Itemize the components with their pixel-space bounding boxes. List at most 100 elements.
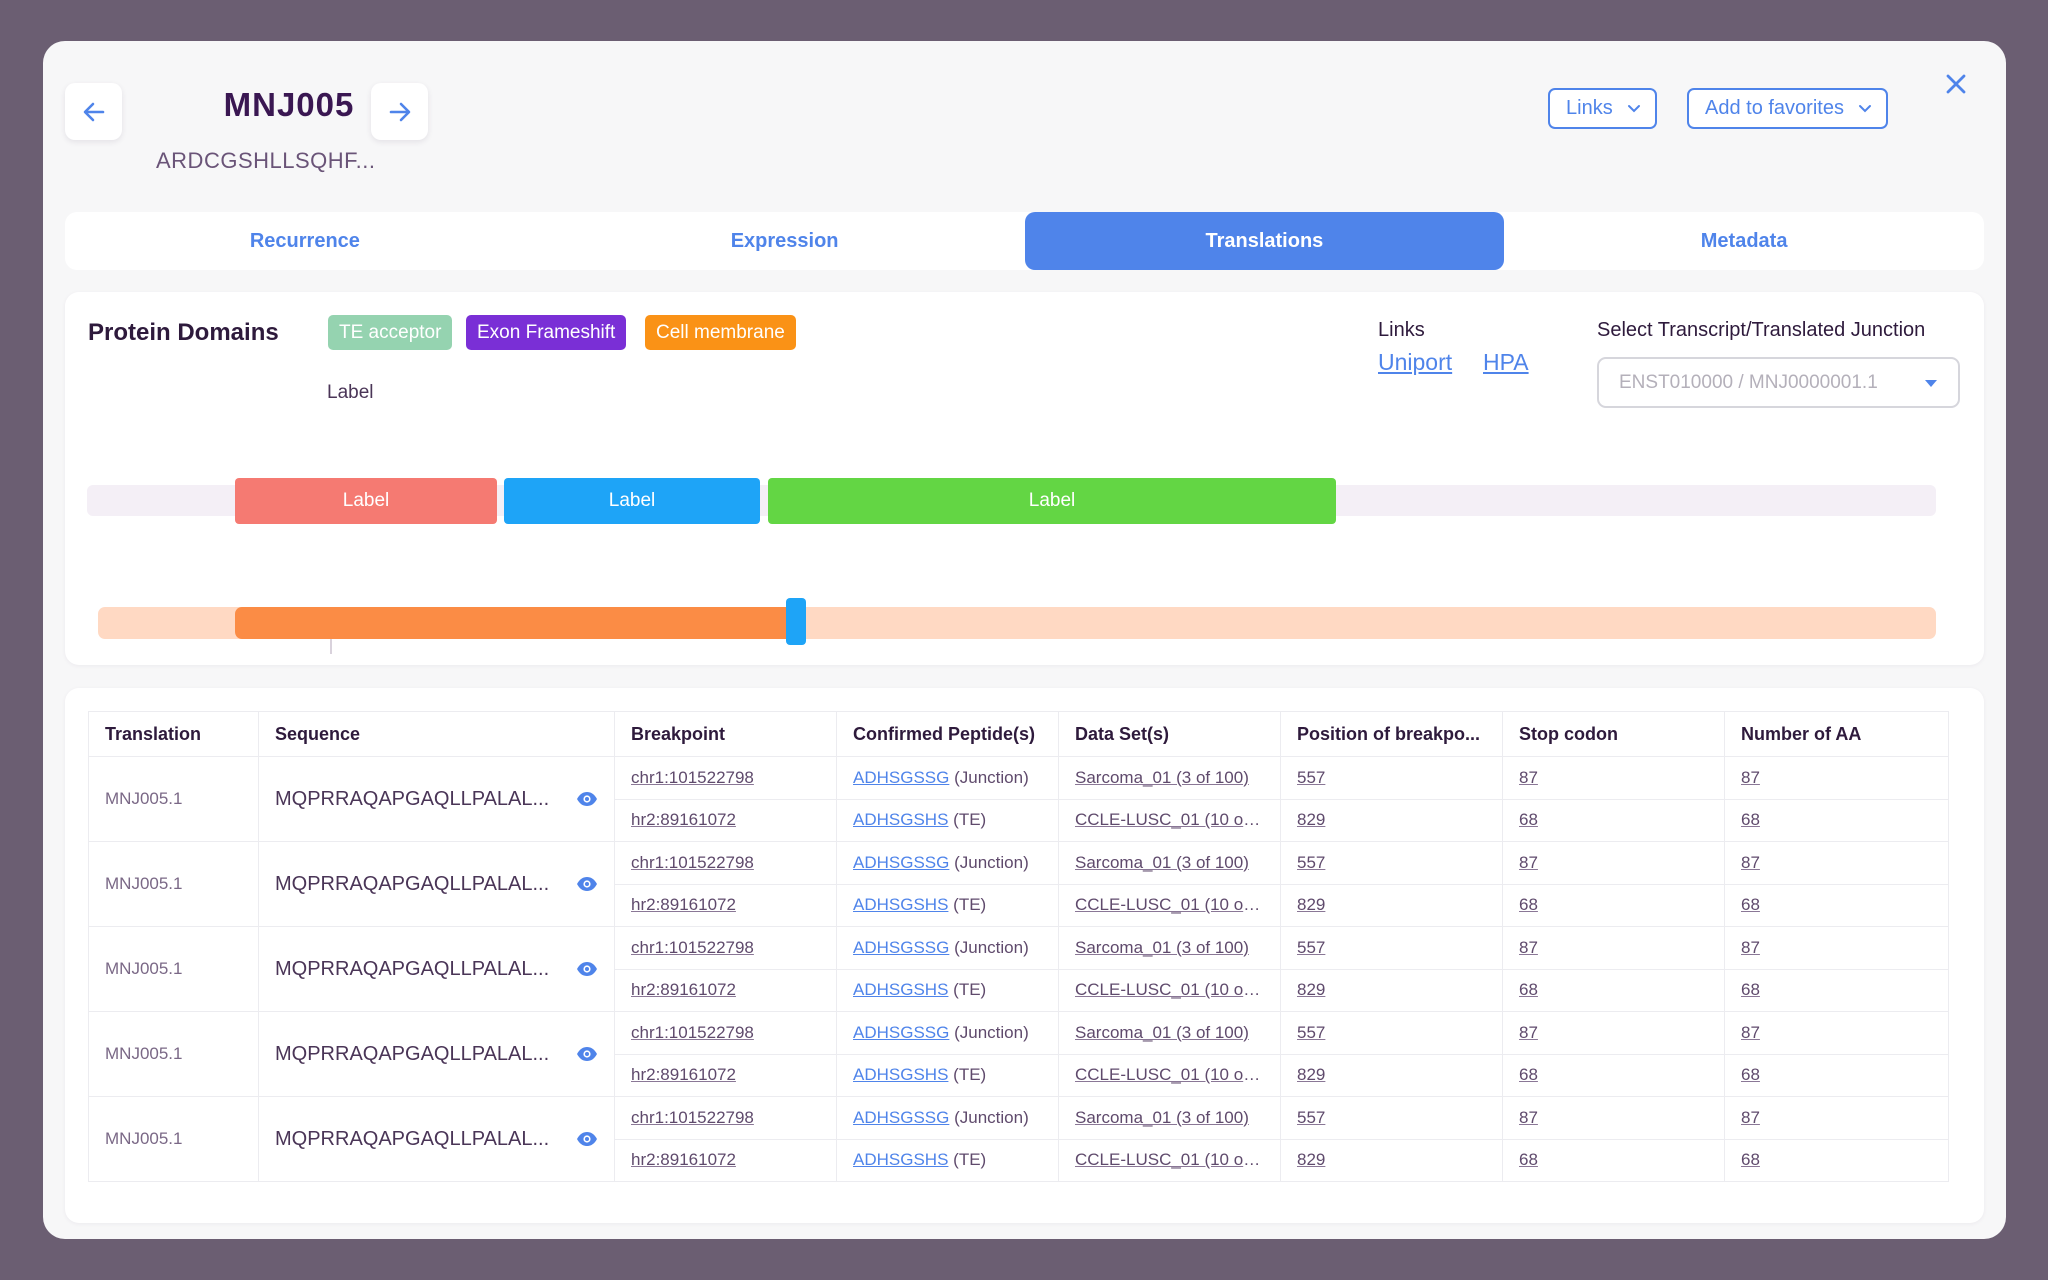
- table-row[interactable]: MNJ005.1 MQPRRAQAPGAQLLPALAL... chr1:10152…: [88, 1011, 1949, 1097]
- position-cell[interactable]: 557: [1280, 926, 1503, 970]
- stop-codon-cell[interactable]: 87: [1502, 926, 1725, 970]
- tab-recurrence[interactable]: Recurrence: [249, 229, 360, 252]
- stop-codon-cell[interactable]: 87: [1502, 1011, 1725, 1055]
- breakpoint-cell[interactable]: chr1:101522798: [614, 1011, 837, 1055]
- stop-codon-cell[interactable]: 68: [1502, 1138, 1725, 1182]
- breakpoint-cell[interactable]: hr2:89161072: [614, 798, 837, 842]
- column-header[interactable]: Number of AA: [1724, 711, 1949, 757]
- stop-codon-cell[interactable]: 68: [1502, 1053, 1725, 1097]
- eye-icon[interactable]: [576, 1131, 598, 1147]
- position-cell[interactable]: 557: [1280, 1096, 1503, 1140]
- table-row[interactable]: hr2:89161072 ADHSGSHS (TE) CCLE-LUSC_01 (1…: [89, 883, 1949, 927]
- column-header[interactable]: Confirmed Peptide(s): [836, 711, 1059, 757]
- aa-count-cell[interactable]: 87: [1724, 841, 1949, 885]
- dataset-cell[interactable]: Sarcoma_01 (3 of 100): [1058, 756, 1281, 800]
- breakpoint-cell[interactable]: chr1:101522798: [614, 841, 837, 885]
- peptide-link[interactable]: ADHSGSHS: [853, 980, 949, 1000]
- forward-button[interactable]: [371, 83, 428, 140]
- stop-codon-cell[interactable]: 68: [1502, 968, 1725, 1012]
- aa-count-cell[interactable]: 87: [1724, 926, 1949, 970]
- aa-count-cell[interactable]: 68: [1724, 883, 1949, 927]
- dataset-cell[interactable]: CCLE-LUSC_01 (10 of 1...: [1058, 798, 1281, 842]
- stop-codon-cell[interactable]: 87: [1502, 1096, 1725, 1140]
- peptide-link[interactable]: ADHSGSHS: [853, 1065, 949, 1085]
- peptide-link[interactable]: ADHSGSHS: [853, 1150, 949, 1170]
- domain-segment-1[interactable]: Label: [235, 478, 497, 524]
- stop-codon-cell[interactable]: 68: [1502, 798, 1725, 842]
- breakpoint-cell[interactable]: chr1:101522798: [614, 926, 837, 970]
- add-to-favorites-dropdown[interactable]: Add to favorites: [1687, 88, 1888, 129]
- close-icon[interactable]: [1939, 67, 1973, 101]
- column-header[interactable]: Data Set(s): [1058, 711, 1281, 757]
- column-header[interactable]: Sequence: [258, 711, 615, 757]
- position-cell[interactable]: 829: [1280, 883, 1503, 927]
- tab-metadata[interactable]: Metadata: [1700, 229, 1788, 252]
- position-cell[interactable]: 829: [1280, 1053, 1503, 1097]
- aa-count-cell[interactable]: 68: [1724, 1138, 1949, 1182]
- position-slider-handle[interactable]: [786, 598, 807, 645]
- dataset-cell[interactable]: CCLE-LUSC_01 (10 of 1...: [1058, 883, 1281, 927]
- peptide-cell: ADHSGSSG (Junction): [836, 1096, 1059, 1140]
- peptide-link[interactable]: ADHSGSSG: [853, 767, 950, 787]
- table-row[interactable]: MNJ005.1 MQPRRAQAPGAQLLPALAL... chr1:10152…: [88, 841, 1949, 927]
- tab-expression[interactable]: Expression: [730, 229, 839, 252]
- dataset-cell[interactable]: Sarcoma_01 (3 of 100): [1058, 1096, 1281, 1140]
- peptide-link[interactable]: ADHSGSSG: [853, 937, 950, 957]
- stop-codon-cell[interactable]: 68: [1502, 883, 1725, 927]
- table-row[interactable]: hr2:89161072 ADHSGSHS (TE) CCLE-LUSC_01 (1…: [89, 798, 1949, 842]
- stop-codon-cell[interactable]: 87: [1502, 756, 1725, 800]
- aa-count-cell[interactable]: 87: [1724, 756, 1949, 800]
- column-header[interactable]: Translation: [88, 711, 259, 757]
- aa-count-cell[interactable]: 87: [1724, 1096, 1949, 1140]
- table-row[interactable]: MNJ005.1 MQPRRAQAPGAQLLPALAL... chr1:10152…: [88, 756, 1949, 842]
- table-row[interactable]: MNJ005.1 MQPRRAQAPGAQLLPALAL... chr1:10152…: [88, 926, 1949, 1012]
- peptide-link[interactable]: ADHSGSSG: [853, 1107, 950, 1127]
- breakpoint-cell[interactable]: hr2:89161072: [614, 883, 837, 927]
- dataset-cell[interactable]: CCLE-LUSC_01 (10 of 1...: [1058, 1053, 1281, 1097]
- uniport-link[interactable]: Uniport: [1378, 349, 1453, 375]
- eye-icon[interactable]: [576, 1046, 598, 1062]
- tab-translations[interactable]: Translations: [1024, 212, 1505, 270]
- column-header[interactable]: Stop codon: [1502, 711, 1725, 757]
- breakpoint-cell[interactable]: chr1:101522798: [614, 1096, 837, 1140]
- domain-segment-3[interactable]: Label: [768, 478, 1336, 524]
- breakpoint-cell[interactable]: hr2:89161072: [614, 968, 837, 1012]
- peptide-link[interactable]: ADHSGSHS: [853, 810, 949, 830]
- table-row[interactable]: hr2:89161072 ADHSGSHS (TE) CCLE-LUSC_01 (1…: [89, 1053, 1949, 1097]
- stop-codon-cell[interactable]: 87: [1502, 841, 1725, 885]
- position-cell[interactable]: 829: [1280, 968, 1503, 1012]
- position-cell[interactable]: 557: [1280, 756, 1503, 800]
- dataset-cell[interactable]: CCLE-LUSC_01 (10 of 1...: [1058, 1138, 1281, 1182]
- breakpoint-cell[interactable]: hr2:89161072: [614, 1138, 837, 1182]
- eye-icon[interactable]: [576, 791, 598, 807]
- domain-segment-2[interactable]: Label: [504, 478, 760, 524]
- position-cell[interactable]: 829: [1280, 798, 1503, 842]
- dataset-cell[interactable]: CCLE-LUSC_01 (10 of 1...: [1058, 968, 1281, 1012]
- column-header[interactable]: Breakpoint: [614, 711, 837, 757]
- table-row[interactable]: MNJ005.1 MQPRRAQAPGAQLLPALAL... chr1:10152…: [88, 1096, 1949, 1182]
- position-cell[interactable]: 557: [1280, 1011, 1503, 1055]
- aa-count-cell[interactable]: 68: [1724, 968, 1949, 1012]
- aa-count-cell[interactable]: 68: [1724, 1053, 1949, 1097]
- aa-count-cell[interactable]: 68: [1724, 798, 1949, 842]
- breakpoint-cell[interactable]: hr2:89161072: [614, 1053, 837, 1097]
- eye-icon[interactable]: [576, 876, 598, 892]
- back-button[interactable]: [65, 83, 122, 140]
- links-dropdown[interactable]: Links: [1548, 88, 1657, 129]
- breakpoint-cell[interactable]: chr1:101522798: [614, 756, 837, 800]
- peptide-link[interactable]: ADHSGSSG: [853, 1022, 950, 1042]
- column-header[interactable]: Position of breakpo...: [1280, 711, 1503, 757]
- transcript-select[interactable]: ENST010000 / MNJ0000001.1: [1597, 357, 1960, 408]
- dataset-cell[interactable]: Sarcoma_01 (3 of 100): [1058, 1011, 1281, 1055]
- dataset-cell[interactable]: Sarcoma_01 (3 of 100): [1058, 841, 1281, 885]
- position-cell[interactable]: 829: [1280, 1138, 1503, 1182]
- table-row[interactable]: hr2:89161072 ADHSGSHS (TE) CCLE-LUSC_01 (1…: [89, 1138, 1949, 1182]
- position-cell[interactable]: 557: [1280, 841, 1503, 885]
- peptide-link[interactable]: ADHSGSHS: [853, 895, 949, 915]
- table-row[interactable]: hr2:89161072 ADHSGSHS (TE) CCLE-LUSC_01 (1…: [89, 968, 1949, 1012]
- peptide-link[interactable]: ADHSGSSG: [853, 852, 950, 872]
- hpa-link[interactable]: HPA: [1483, 349, 1529, 375]
- dataset-cell[interactable]: Sarcoma_01 (3 of 100): [1058, 926, 1281, 970]
- aa-count-cell[interactable]: 87: [1724, 1011, 1949, 1055]
- eye-icon[interactable]: [576, 961, 598, 977]
